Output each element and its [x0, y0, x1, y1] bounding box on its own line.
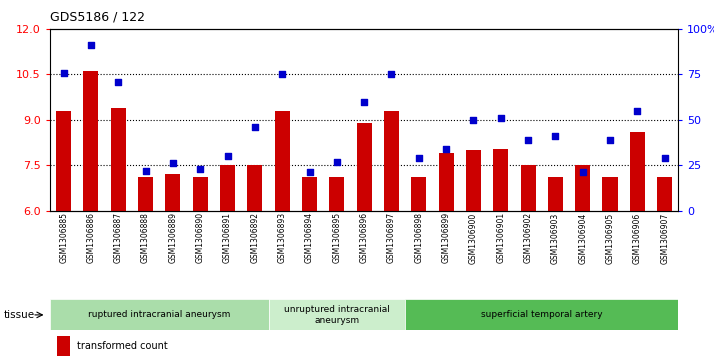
Text: GSM1306906: GSM1306906 — [633, 212, 642, 264]
Point — [85, 42, 96, 48]
Text: GSM1306903: GSM1306903 — [551, 212, 560, 264]
Point — [358, 99, 370, 105]
Text: GSM1306898: GSM1306898 — [414, 212, 423, 263]
Text: GSM1306895: GSM1306895 — [332, 212, 341, 264]
Point — [577, 170, 588, 175]
Text: GSM1306894: GSM1306894 — [305, 212, 314, 264]
Point — [441, 146, 452, 152]
Bar — [548, 177, 563, 211]
Text: tissue: tissue — [4, 310, 35, 320]
Point — [276, 72, 288, 77]
Point — [632, 108, 643, 114]
Text: GDS5186 / 122: GDS5186 / 122 — [50, 11, 145, 24]
Text: GSM1306889: GSM1306889 — [169, 212, 177, 263]
Text: GSM1306893: GSM1306893 — [278, 212, 287, 264]
Bar — [50, 299, 268, 330]
Bar — [657, 177, 672, 211]
Bar — [247, 165, 262, 211]
Point — [113, 79, 124, 85]
Bar — [56, 111, 71, 211]
Point — [167, 160, 178, 166]
Text: GSM1306887: GSM1306887 — [114, 212, 123, 263]
Text: GSM1306904: GSM1306904 — [578, 212, 587, 264]
Text: GSM1306885: GSM1306885 — [59, 212, 68, 263]
Bar — [521, 165, 536, 211]
Point — [523, 137, 534, 143]
Bar — [575, 165, 590, 211]
Text: GSM1306900: GSM1306900 — [469, 212, 478, 264]
Bar — [166, 174, 181, 211]
Text: GSM1306897: GSM1306897 — [387, 212, 396, 264]
Text: GSM1306892: GSM1306892 — [251, 212, 259, 263]
Point — [222, 153, 233, 159]
Point — [140, 168, 151, 174]
Text: GSM1306896: GSM1306896 — [360, 212, 368, 264]
Text: GSM1306905: GSM1306905 — [605, 212, 615, 264]
Text: superficial temporal artery: superficial temporal artery — [481, 310, 603, 319]
Bar — [111, 108, 126, 211]
Point — [303, 170, 315, 175]
Point — [659, 155, 670, 161]
Point — [194, 166, 206, 172]
Text: GSM1306886: GSM1306886 — [86, 212, 96, 263]
Point — [386, 72, 397, 77]
Text: unruptured intracranial
aneurysm: unruptured intracranial aneurysm — [284, 305, 390, 325]
Bar — [384, 111, 399, 211]
Point — [249, 124, 261, 130]
Text: GSM1306890: GSM1306890 — [196, 212, 205, 264]
Bar — [630, 132, 645, 211]
Bar — [438, 153, 453, 211]
Text: GSM1306891: GSM1306891 — [223, 212, 232, 263]
Text: ruptured intracranial aneurysm: ruptured intracranial aneurysm — [88, 310, 231, 319]
Point — [495, 115, 506, 121]
Text: GSM1306902: GSM1306902 — [523, 212, 533, 264]
Bar — [411, 177, 426, 211]
Bar — [356, 123, 372, 211]
Point — [413, 155, 425, 161]
Bar — [466, 150, 481, 211]
Bar — [302, 177, 317, 211]
Bar — [138, 177, 153, 211]
Bar — [268, 299, 405, 330]
Point — [58, 70, 69, 76]
Bar — [275, 111, 290, 211]
Point — [550, 133, 561, 139]
Text: transformed count: transformed count — [77, 341, 168, 351]
Point — [468, 117, 479, 123]
Bar — [84, 72, 99, 211]
Bar — [493, 148, 508, 211]
Text: GSM1306888: GSM1306888 — [141, 212, 150, 263]
Bar — [329, 177, 344, 211]
Text: GSM1306907: GSM1306907 — [660, 212, 669, 264]
Point — [331, 159, 343, 164]
Bar — [603, 177, 618, 211]
Bar — [193, 177, 208, 211]
Text: GSM1306899: GSM1306899 — [441, 212, 451, 264]
Bar — [405, 299, 678, 330]
Text: GSM1306901: GSM1306901 — [496, 212, 506, 264]
Point — [604, 137, 615, 143]
Bar — [220, 165, 235, 211]
